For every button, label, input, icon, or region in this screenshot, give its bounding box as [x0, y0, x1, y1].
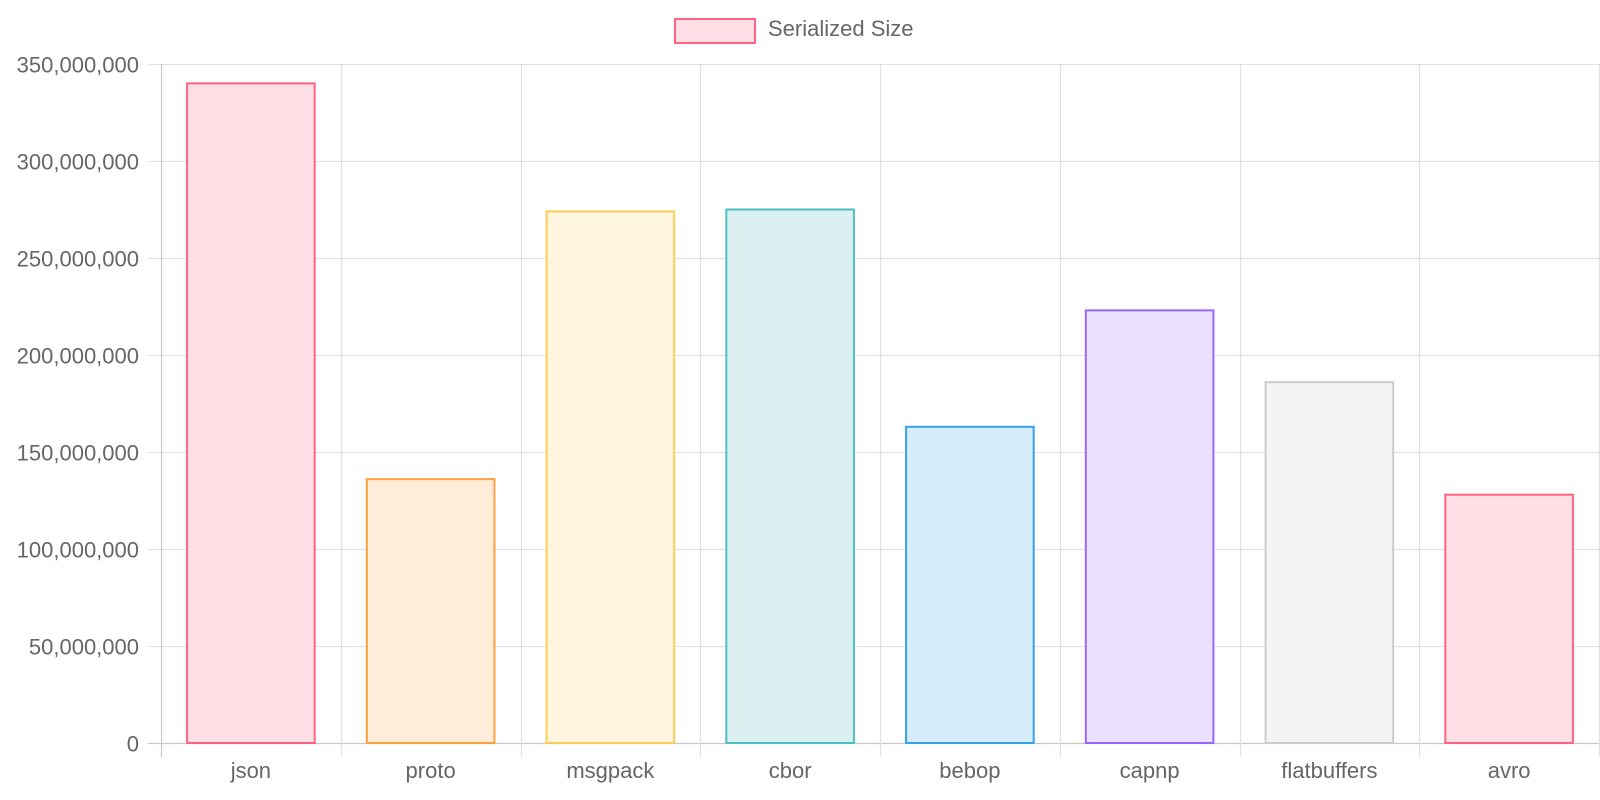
legend-label[interactable]: Serialized Size — [768, 16, 914, 41]
y-tick-label: 150,000,000 — [17, 441, 139, 466]
y-tick-label: 0 — [127, 732, 139, 757]
x-tick-label: json — [230, 758, 271, 783]
x-tick-label: bebop — [939, 758, 1000, 783]
bar-cbor[interactable] — [725, 208, 855, 744]
x-tick-label: flatbuffers — [1281, 758, 1377, 783]
legend-swatch[interactable] — [674, 18, 756, 44]
y-tick-label: 200,000,000 — [17, 344, 139, 369]
x-axis-ticks: json proto msgpack cbor bebop capnp flatbuffer… — [230, 758, 1531, 783]
x-tick-label: avro — [1488, 758, 1531, 783]
bar-flatbuffers[interactable] — [1264, 381, 1395, 744]
bar-json[interactable] — [186, 82, 316, 744]
bar-bebop[interactable] — [905, 425, 1035, 744]
y-tick-label: 300,000,000 — [17, 150, 139, 175]
bars — [186, 82, 1574, 744]
legend[interactable]: Serialized Size — [674, 16, 914, 44]
x-tick-label: cbor — [769, 758, 812, 783]
y-tick-label: 50,000,000 — [29, 635, 139, 660]
x-tick-label: msgpack — [566, 758, 655, 783]
bar-capnp[interactable] — [1084, 309, 1215, 744]
y-tick-label: 250,000,000 — [17, 247, 139, 272]
x-tick-label: capnp — [1120, 758, 1180, 783]
y-tick-label: 100,000,000 — [17, 538, 139, 563]
bar-avro[interactable] — [1444, 493, 1574, 744]
y-axis-ticks: 0 50,000,000 100,000,000 150,000,000 200,000… — [17, 53, 139, 757]
y-tick-label: 350,000,000 — [17, 53, 139, 78]
bar-msgpack[interactable] — [545, 210, 676, 744]
x-tick-label: proto — [406, 758, 456, 783]
bar-proto[interactable] — [365, 478, 496, 744]
